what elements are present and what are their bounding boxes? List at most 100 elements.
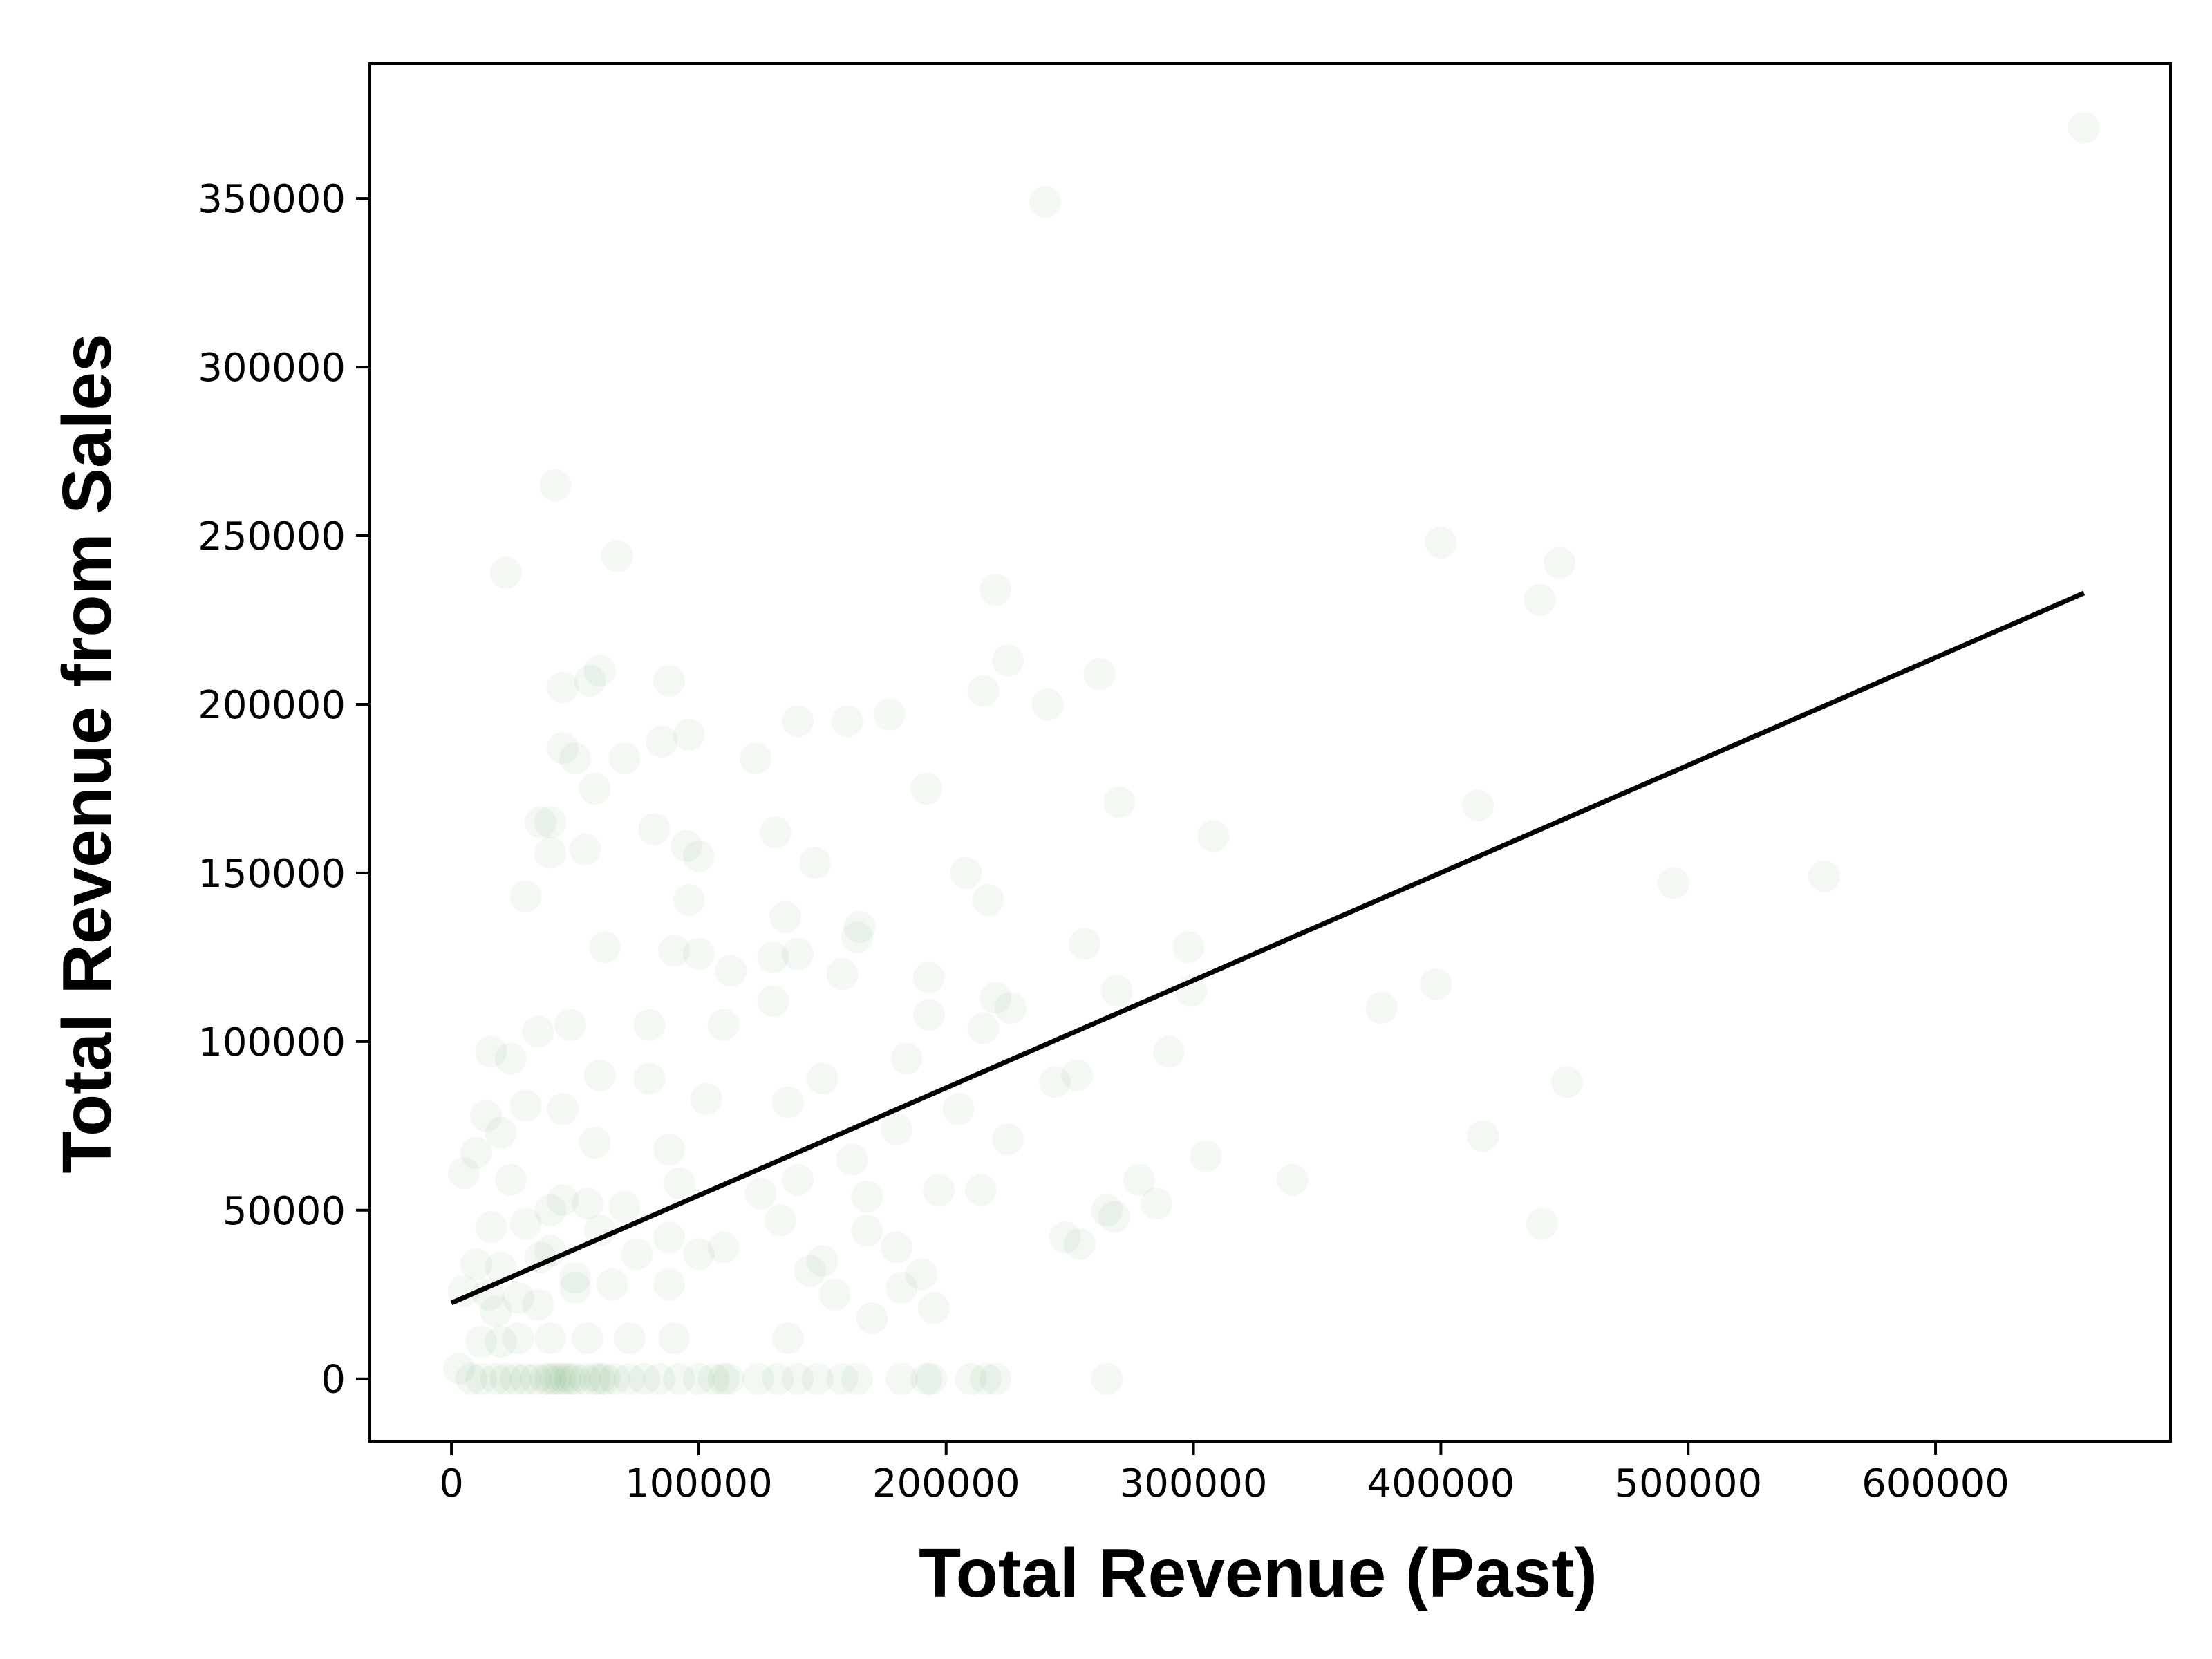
data-point — [843, 910, 876, 943]
data-point — [1061, 1059, 1094, 1091]
data-point — [494, 1042, 527, 1075]
data-point — [547, 671, 579, 704]
data-point — [579, 772, 611, 805]
data-point — [628, 1362, 661, 1395]
data-point — [475, 1211, 507, 1244]
data-point — [455, 1362, 487, 1395]
data-point — [910, 772, 943, 805]
data-point — [905, 1258, 937, 1291]
data-point — [544, 1362, 577, 1395]
data-point — [509, 1208, 542, 1240]
data-point — [955, 1362, 987, 1395]
data-point — [583, 655, 616, 687]
data-point — [1039, 1066, 1071, 1098]
data-point — [465, 1362, 498, 1395]
data-point — [489, 556, 522, 589]
data-point — [744, 1177, 777, 1210]
data-point — [1425, 526, 1457, 559]
data-point — [608, 1190, 641, 1223]
data-point — [964, 1174, 997, 1206]
data-point — [1083, 658, 1116, 691]
data-point — [762, 1362, 794, 1395]
data-point — [571, 1188, 603, 1220]
data-point — [707, 1009, 740, 1041]
data-point — [890, 1042, 923, 1075]
data-point — [442, 1353, 475, 1385]
data-point — [759, 816, 791, 849]
data-point — [500, 1362, 532, 1395]
data-point — [658, 935, 691, 967]
data-point — [569, 1362, 601, 1395]
data-point — [856, 1302, 888, 1334]
data-point — [826, 1362, 859, 1395]
data-point — [851, 1181, 883, 1213]
data-point — [485, 1116, 517, 1149]
data-point — [519, 1362, 552, 1395]
data-point — [782, 1362, 814, 1395]
data-point — [1069, 928, 1101, 960]
scatter-points — [442, 111, 2100, 1395]
data-point — [638, 813, 671, 845]
data-point — [2068, 111, 2100, 144]
data-point — [633, 1009, 666, 1041]
data-point — [806, 1244, 838, 1277]
data-point — [554, 1009, 586, 1041]
data-point — [740, 742, 772, 775]
data-point — [559, 742, 591, 775]
plot-frame — [368, 62, 2172, 1443]
data-point — [509, 1362, 542, 1395]
data-point — [1029, 186, 1061, 218]
data-point — [583, 1215, 616, 1247]
data-point — [1098, 1201, 1131, 1233]
data-point — [950, 856, 982, 889]
data-point — [757, 985, 789, 1018]
data-point — [447, 1157, 480, 1190]
data-point — [910, 1362, 943, 1395]
data-point — [569, 833, 601, 865]
data-point — [769, 901, 802, 933]
data-point — [1657, 867, 1689, 899]
data-point — [841, 1362, 873, 1395]
fit-line-layer — [450, 590, 2086, 1306]
data-point — [715, 955, 747, 987]
data-point — [967, 1012, 1000, 1044]
data-point — [502, 1282, 534, 1314]
y-tick-label: 0 — [321, 1358, 346, 1403]
data-point — [588, 1362, 621, 1395]
data-point — [818, 1278, 851, 1311]
data-point — [1172, 931, 1205, 964]
data-point — [1420, 968, 1452, 1000]
data-point — [873, 698, 906, 731]
data-point — [707, 1362, 740, 1395]
y-tick-label: 100000 — [198, 1020, 346, 1065]
data-point — [658, 1322, 691, 1355]
data-point — [549, 1362, 581, 1395]
data-point — [1152, 1035, 1185, 1068]
data-point — [460, 1136, 492, 1169]
data-point — [992, 644, 1024, 677]
data-point — [673, 718, 705, 751]
data-point — [836, 1143, 868, 1176]
data-point — [1123, 1163, 1155, 1196]
data-point — [1190, 1140, 1222, 1172]
data-point — [831, 705, 863, 738]
data-point — [1100, 975, 1133, 1007]
data-point — [915, 1362, 948, 1395]
x-tick-label: 100000 — [625, 1461, 773, 1506]
data-point — [923, 1174, 955, 1206]
data-point — [697, 1362, 730, 1395]
data-point — [912, 998, 945, 1031]
data-point — [653, 1268, 685, 1301]
data-point — [782, 705, 814, 738]
data-point — [673, 883, 705, 916]
data-point — [583, 1059, 616, 1091]
data-point — [559, 1272, 591, 1304]
data-point — [682, 938, 715, 971]
data-point — [742, 1362, 774, 1395]
data-point — [596, 1268, 628, 1301]
data-point — [588, 931, 621, 964]
data-point — [534, 836, 567, 869]
data-point — [671, 830, 703, 862]
data-point — [1103, 786, 1136, 818]
data-point — [485, 1326, 517, 1358]
